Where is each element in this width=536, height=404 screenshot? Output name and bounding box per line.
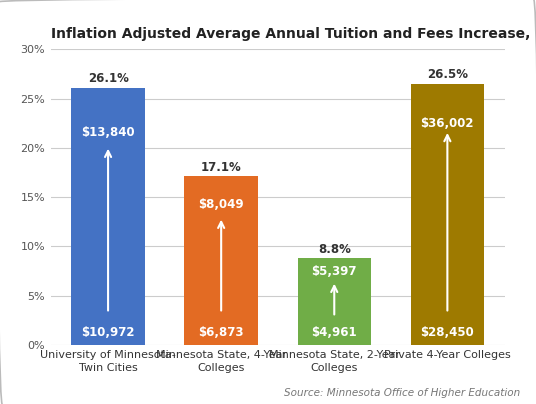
Text: $5,397: $5,397 (311, 265, 357, 278)
Text: $28,450: $28,450 (421, 326, 474, 339)
Text: $6,873: $6,873 (198, 326, 244, 339)
Bar (71, 88, 145, 345)
Bar (411, 84, 484, 345)
Text: 26.5%: 26.5% (427, 68, 468, 81)
Bar (297, 258, 371, 345)
Text: $13,840: $13,840 (81, 126, 135, 139)
Text: $8,049: $8,049 (198, 198, 244, 211)
Text: Source: Minnesota Office of Higher Education: Source: Minnesota Office of Higher Educa… (284, 388, 520, 398)
Text: 17.1%: 17.1% (201, 161, 242, 174)
Text: $36,002: $36,002 (421, 117, 474, 130)
Text: 8.8%: 8.8% (318, 243, 351, 256)
Text: 26.1%: 26.1% (87, 72, 129, 85)
Text: $4,961: $4,961 (311, 326, 357, 339)
Text: Inflation Adjusted Average Annual Tuition and Fees Increase,  2007-2016: Inflation Adjusted Average Annual Tuitio… (51, 27, 536, 41)
Bar (184, 177, 258, 345)
Text: $10,972: $10,972 (81, 326, 135, 339)
